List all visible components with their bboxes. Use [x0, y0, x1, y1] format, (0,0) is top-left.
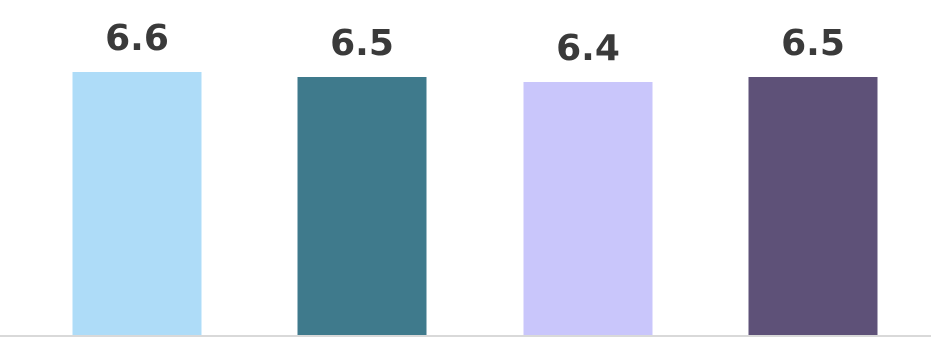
- value-labels-group: 6.6 6.5 6.4 6.5: [105, 18, 845, 69]
- bar-value-label-2: 6.5: [330, 23, 394, 64]
- bar-value-label-3: 6.4: [556, 28, 620, 69]
- bar-3: [523, 82, 653, 337]
- bar-value-label-4: 6.5: [781, 23, 845, 64]
- bar-value-label-1: 6.6: [105, 18, 169, 59]
- bars-group: [72, 72, 878, 337]
- bar-1: [72, 72, 202, 337]
- bar-2: [297, 77, 427, 337]
- bar-4: [748, 77, 878, 337]
